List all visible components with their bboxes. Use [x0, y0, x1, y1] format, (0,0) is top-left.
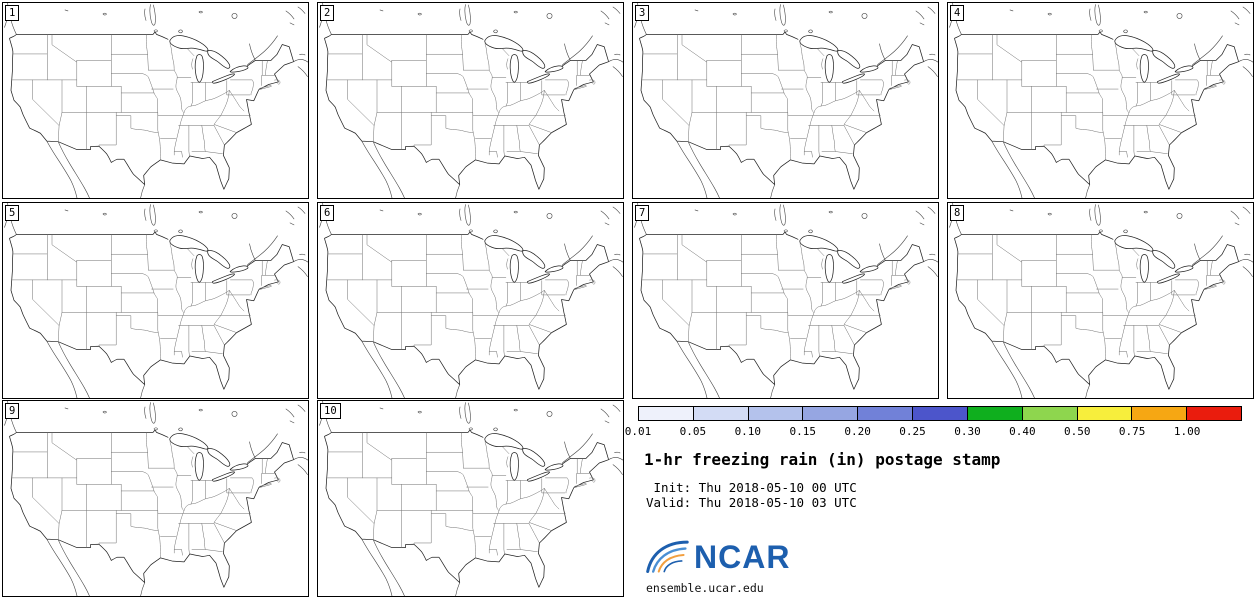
site-url-link[interactable]: ensemble.ucar.edu [646, 581, 764, 595]
colorbar-tick-label: 0.30 [954, 425, 981, 438]
colorbar-segment [639, 407, 694, 420]
member-number-badge: 3 [635, 5, 650, 21]
member-number-badge: 10 [320, 403, 341, 419]
member-number-badge: 9 [5, 403, 20, 419]
member-number-badge: 8 [950, 205, 965, 221]
colorbar-segment [693, 407, 749, 420]
colorbar-ticks: 0.01 0.05 0.10 0.15 0.20 0.25 0.30 0.40 0.50 0.75… [625, 425, 1242, 438]
map-panel-6: 6 [317, 202, 624, 399]
init-time-label: Init: Thu 2018-05-10 00 UTC [646, 480, 857, 495]
colorbar-segment [858, 407, 914, 420]
map-panel-1: 1 [2, 2, 309, 199]
colorbar-tick-label: 0.10 [734, 425, 762, 438]
map-panel-3: 3 [632, 2, 939, 199]
colorbar-segment [748, 407, 804, 420]
us-map [319, 3, 623, 198]
colorbar-tick-label: 0.25 [899, 425, 926, 438]
map-panel-4: 4 [947, 2, 1254, 199]
member-number-badge: 6 [320, 205, 335, 221]
us-map [949, 203, 1253, 398]
colorbar-tick-label: 0.50 [1064, 425, 1091, 438]
us-map [4, 401, 308, 596]
member-number-badge: 5 [5, 205, 20, 221]
map-panel-5: 5 [2, 202, 309, 399]
colorbar-segment [1132, 407, 1188, 420]
colorbar-tick-label: 0.01 [624, 425, 652, 438]
colorbar-segment [1187, 407, 1241, 420]
colorbar-segment [803, 407, 859, 420]
map-panel-8: 8 [947, 202, 1254, 399]
us-map [949, 3, 1253, 198]
legend-area: 0.01 0.05 0.10 0.15 0.20 0.25 0.30 0.40 0.50 0.75… [625, 400, 1252, 597]
us-map [319, 401, 623, 596]
colorbar-tick-label: 0.75 [1118, 425, 1146, 438]
plot-title: 1-hr freezing rain (in) postage stamp [644, 450, 1001, 469]
member-number-badge: 2 [320, 5, 335, 21]
colorbar-segment [913, 407, 968, 420]
colorbar-segment [1022, 407, 1078, 420]
us-map [634, 3, 938, 198]
valid-time-label: Valid: Thu 2018-05-10 03 UTC [646, 495, 857, 510]
member-number-badge: 1 [5, 5, 20, 21]
map-panel-10: 10 [317, 400, 624, 597]
map-panel-9: 9 [2, 400, 309, 597]
map-panel-2: 2 [317, 2, 624, 199]
ncar-logo-arcs-icon [646, 540, 689, 574]
ncar-wordmark: NCAR [694, 539, 791, 575]
colorbar-tick-label: 0.40 [1009, 425, 1036, 438]
colorbar-tick-label: 0.20 [844, 425, 871, 438]
map-panel-7: 7 [632, 202, 939, 399]
colorbar-segment [1077, 407, 1133, 420]
colorbar-tick-label: 0.15 [789, 425, 816, 438]
colorbar-tick-label: 1.00 [1173, 425, 1201, 438]
colorbar-tick-label: 0.05 [679, 425, 707, 438]
ncar-logo: NCAR [644, 536, 790, 574]
member-number-badge: 4 [950, 5, 965, 21]
colorbar [638, 406, 1242, 421]
us-map [4, 3, 308, 198]
colorbar-segment [967, 407, 1023, 420]
us-map [4, 203, 308, 398]
member-number-badge: 7 [635, 205, 650, 221]
us-map [634, 203, 938, 398]
us-map [319, 203, 623, 398]
